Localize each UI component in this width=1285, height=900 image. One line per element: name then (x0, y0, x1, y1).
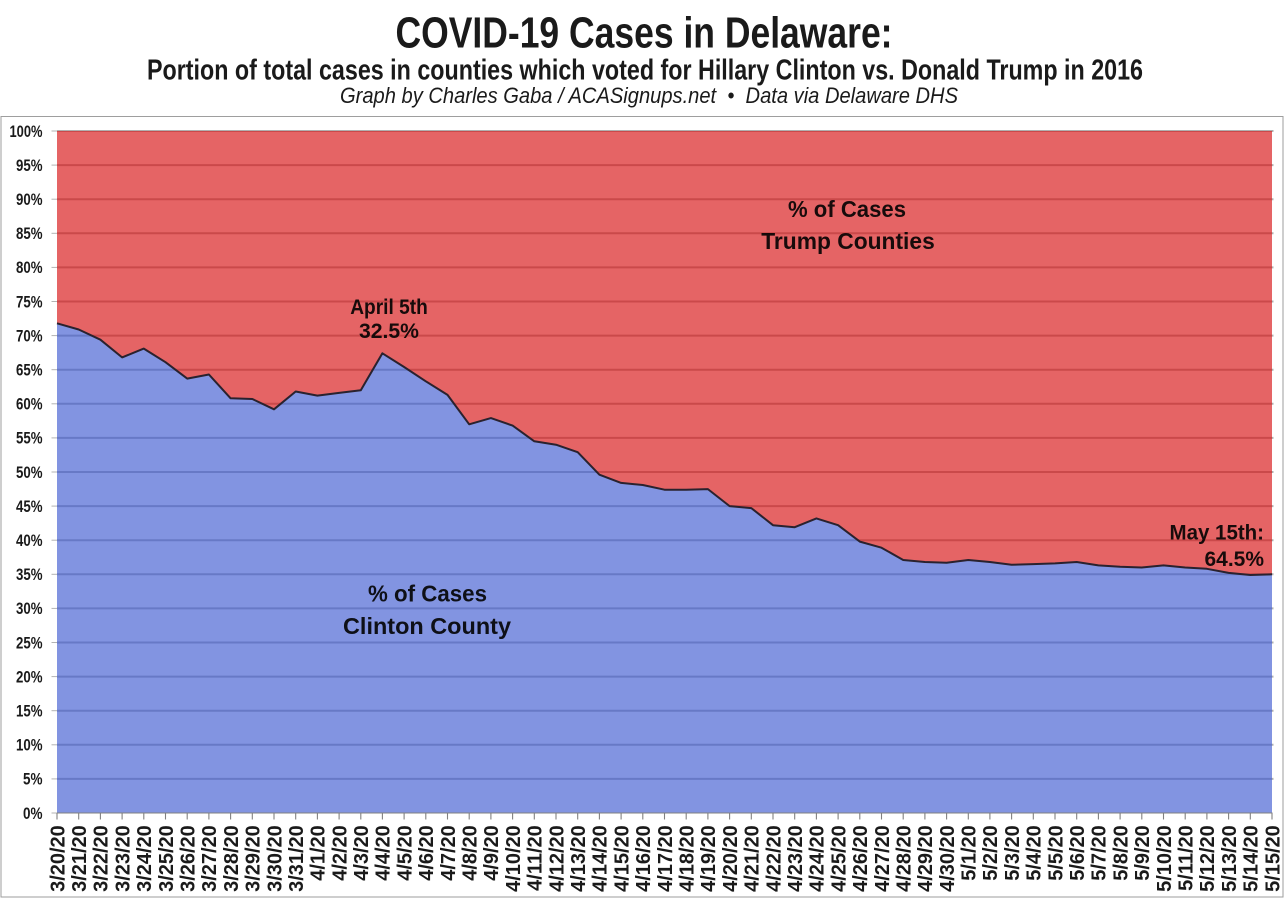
svg-text:5/10/20: 5/10/20 (1154, 825, 1176, 892)
svg-text:60%: 60% (16, 396, 43, 414)
svg-text:35%: 35% (16, 566, 43, 584)
svg-text:3/31/20: 3/31/20 (286, 825, 308, 892)
svg-text:4/17/20: 4/17/20 (655, 825, 677, 892)
svg-text:3/20/20: 3/20/20 (47, 825, 69, 892)
svg-text:4/30/20: 4/30/20 (937, 825, 959, 892)
svg-text:4/12/20: 4/12/20 (546, 825, 568, 892)
svg-text:4/20/20: 4/20/20 (720, 825, 742, 892)
svg-text:3/23/20: 3/23/20 (112, 825, 134, 892)
svg-text:4/7/20: 4/7/20 (438, 825, 460, 881)
svg-text:3/28/20: 3/28/20 (221, 825, 243, 892)
svg-text:Clinton County: Clinton County (343, 613, 511, 639)
svg-text:3/29/20: 3/29/20 (243, 825, 265, 892)
svg-text:4/9/20: 4/9/20 (481, 825, 503, 881)
svg-text:4/21/20: 4/21/20 (742, 825, 764, 892)
svg-text:4/25/20: 4/25/20 (828, 825, 850, 892)
svg-text:4/11/20: 4/11/20 (525, 825, 547, 891)
svg-text:30%: 30% (16, 600, 43, 618)
svg-text:3/24/20: 3/24/20 (134, 825, 156, 892)
svg-text:Graph by Charles Gaba / ACASig: Graph by Charles Gaba / ACASignups.net •… (340, 83, 958, 108)
svg-text:5/12/20: 5/12/20 (1197, 825, 1219, 892)
svg-text:5/1/20: 5/1/20 (959, 825, 981, 881)
svg-text:4/1/20: 4/1/20 (308, 825, 330, 881)
svg-text:4/26/20: 4/26/20 (850, 825, 872, 892)
svg-text:4/13/20: 4/13/20 (568, 825, 590, 892)
svg-text:4/27/20: 4/27/20 (872, 825, 894, 892)
svg-text:80%: 80% (16, 259, 43, 277)
svg-text:50%: 50% (16, 464, 43, 482)
svg-text:May 15th:: May 15th: (1170, 522, 1265, 545)
svg-text:100%: 100% (10, 123, 43, 141)
svg-text:5/4/20: 5/4/20 (1024, 825, 1046, 881)
svg-text:3/30/20: 3/30/20 (264, 825, 286, 892)
svg-text:75%: 75% (16, 293, 43, 311)
svg-text:5/11/20: 5/11/20 (1176, 825, 1198, 891)
svg-text:95%: 95% (16, 157, 43, 175)
svg-text:15%: 15% (16, 703, 43, 721)
svg-text:4/10/20: 4/10/20 (503, 825, 525, 892)
svg-text:5%: 5% (23, 771, 43, 789)
svg-text:% of Cases: % of Cases (368, 581, 487, 607)
svg-text:3/22/20: 3/22/20 (91, 825, 113, 892)
svg-text:4/24/20: 4/24/20 (807, 825, 829, 892)
svg-text:10%: 10% (16, 737, 43, 755)
svg-text:3/26/20: 3/26/20 (178, 825, 200, 892)
svg-text:Trump Counties: Trump Counties (761, 228, 935, 254)
svg-text:0%: 0% (23, 805, 43, 823)
svg-text:4/3/20: 4/3/20 (351, 825, 373, 881)
svg-text:4/5/20: 4/5/20 (394, 825, 416, 881)
svg-text:3/21/20: 3/21/20 (69, 825, 91, 892)
svg-text:5/2/20: 5/2/20 (980, 825, 1002, 881)
svg-text:4/14/20: 4/14/20 (590, 825, 612, 892)
svg-text:% of Cases: % of Cases (788, 196, 906, 222)
svg-text:64.5%: 64.5% (1205, 548, 1265, 571)
svg-text:3/25/20: 3/25/20 (156, 825, 178, 892)
svg-text:COVID-19 Cases in Delaware:: COVID-19 Cases in Delaware: (396, 9, 893, 58)
svg-text:5/15/20: 5/15/20 (1262, 825, 1284, 892)
svg-text:4/28/20: 4/28/20 (894, 825, 916, 892)
svg-text:5/3/20: 5/3/20 (1002, 825, 1024, 881)
svg-text:20%: 20% (16, 668, 43, 686)
svg-text:65%: 65% (16, 362, 43, 380)
svg-text:4/15/20: 4/15/20 (611, 825, 633, 892)
svg-text:Portion of total cases in coun: Portion of total cases in counties which… (147, 55, 1143, 87)
svg-text:4/22/20: 4/22/20 (763, 825, 785, 892)
svg-text:4/18/20: 4/18/20 (677, 825, 699, 892)
svg-text:25%: 25% (16, 634, 43, 652)
svg-text:4/6/20: 4/6/20 (416, 825, 438, 881)
svg-text:4/29/20: 4/29/20 (915, 825, 937, 892)
svg-text:5/8/20: 5/8/20 (1110, 825, 1132, 881)
svg-text:40%: 40% (16, 532, 43, 550)
svg-text:85%: 85% (16, 225, 43, 243)
svg-text:4/4/20: 4/4/20 (373, 825, 395, 881)
svg-text:4/23/20: 4/23/20 (785, 825, 807, 892)
svg-text:4/16/20: 4/16/20 (633, 825, 655, 892)
svg-text:70%: 70% (16, 327, 43, 345)
svg-text:4/2/20: 4/2/20 (329, 825, 351, 881)
svg-text:April 5th: April 5th (350, 296, 428, 319)
svg-text:5/5/20: 5/5/20 (1045, 825, 1067, 881)
svg-text:5/9/20: 5/9/20 (1132, 825, 1154, 881)
svg-text:45%: 45% (16, 498, 43, 516)
svg-text:55%: 55% (16, 430, 43, 448)
svg-text:4/8/20: 4/8/20 (460, 825, 482, 881)
svg-text:90%: 90% (16, 191, 43, 209)
svg-text:32.5%: 32.5% (359, 320, 419, 343)
svg-text:5/14/20: 5/14/20 (1241, 825, 1263, 892)
svg-text:5/6/20: 5/6/20 (1067, 825, 1089, 881)
svg-text:3/27/20: 3/27/20 (199, 825, 221, 892)
svg-text:4/19/20: 4/19/20 (698, 825, 720, 892)
svg-text:5/13/20: 5/13/20 (1219, 825, 1241, 892)
svg-text:5/7/20: 5/7/20 (1089, 825, 1111, 881)
